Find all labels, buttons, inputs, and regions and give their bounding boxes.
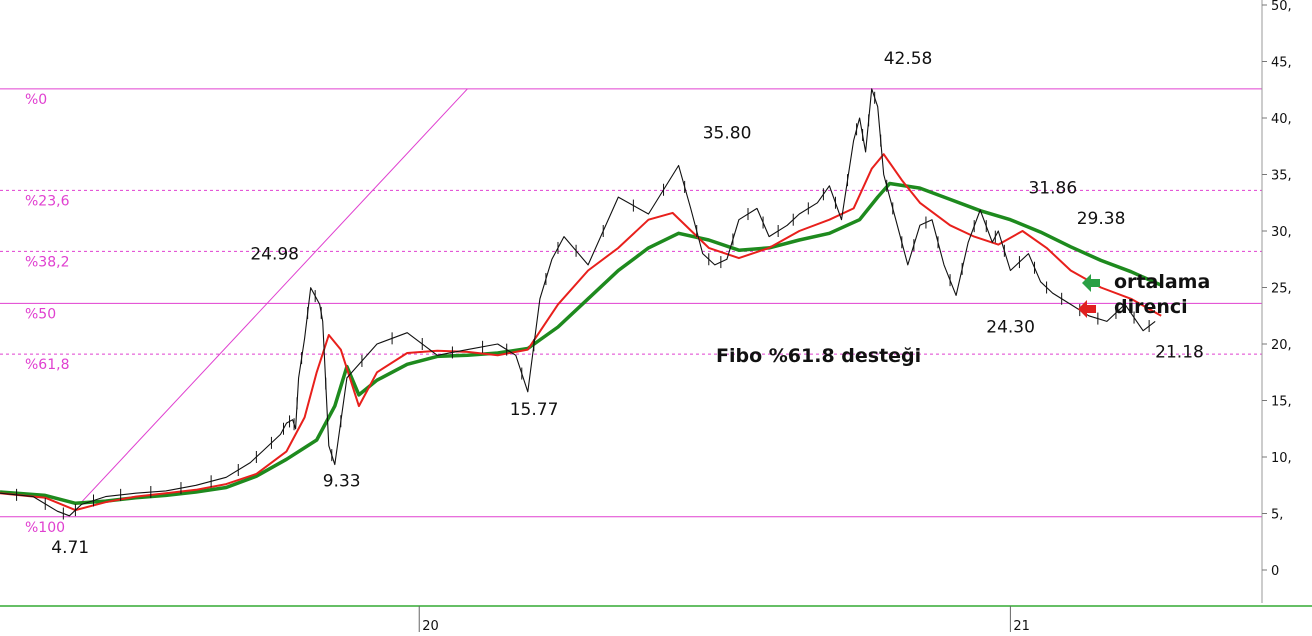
long-ma-series	[0, 181, 1162, 506]
long-ma-line	[0, 181, 1162, 506]
fib-label-1: %23,6	[25, 193, 70, 209]
price-label-4: 35.80	[703, 123, 752, 143]
trend-line-segment	[81, 88, 468, 503]
price-label-2: 9.33	[323, 471, 361, 491]
y-tick-label-6: 20,	[1271, 338, 1292, 353]
price-label-8: 24.30	[986, 318, 1035, 338]
price-label-9: 21.18	[1155, 343, 1204, 363]
fib-label-4: %61,8	[25, 357, 69, 373]
x-tick-label-0: 20	[422, 619, 439, 634]
price-label-5: 42.58	[884, 49, 933, 69]
price-label-1: 24.98	[250, 244, 299, 264]
price-label-6: 31.86	[1028, 179, 1077, 199]
price-series	[0, 88, 1156, 520]
legend-line1: ortalama	[1114, 271, 1210, 293]
fibo-note-text: Fibo %61.8 desteği	[716, 345, 921, 367]
green-arrow-icon	[1082, 274, 1100, 292]
fib-label-0: %0	[25, 92, 47, 108]
y-tick-label-0: 50,	[1271, 0, 1292, 14]
y-tick-label-5: 25,	[1271, 282, 1292, 297]
fib-label-2: %38,2	[25, 254, 69, 270]
price-label-0: 4.71	[51, 538, 89, 558]
y-tick-label-9: 5,	[1271, 508, 1283, 523]
fib-label-3: %50	[25, 306, 56, 322]
y-tick-label-2: 40,	[1271, 112, 1292, 127]
trend-line	[81, 88, 468, 503]
y-tick-label-10: 0	[1271, 564, 1279, 579]
legend-line2: direnci	[1114, 296, 1188, 318]
y-tick-label-8: 10,	[1271, 451, 1292, 466]
ma-resistance-legend: ortalama direnci	[1078, 271, 1210, 318]
fibonacci-levels: %0 %23,6 %38,2 %50 %61,8 %100	[0, 88, 1262, 536]
y-tick-label-7: 15,	[1271, 395, 1292, 410]
price-line	[0, 88, 1156, 517]
fib-label-5: %100	[25, 520, 65, 536]
short-ma-series	[0, 153, 1162, 512]
red-arrow-icon	[1078, 300, 1096, 318]
fibo-support-note: Fibo %61.8 desteği	[716, 345, 921, 367]
short-ma-line	[0, 153, 1162, 512]
y-tick-label-1: 45,	[1271, 56, 1292, 71]
price-label-3: 15.77	[510, 400, 559, 420]
y-tick-label-3: 35,	[1271, 169, 1292, 184]
y-tick-label-4: 30,	[1271, 225, 1292, 240]
price-label-7: 29.38	[1077, 209, 1126, 229]
x-tick-label-1: 21	[1013, 619, 1030, 634]
